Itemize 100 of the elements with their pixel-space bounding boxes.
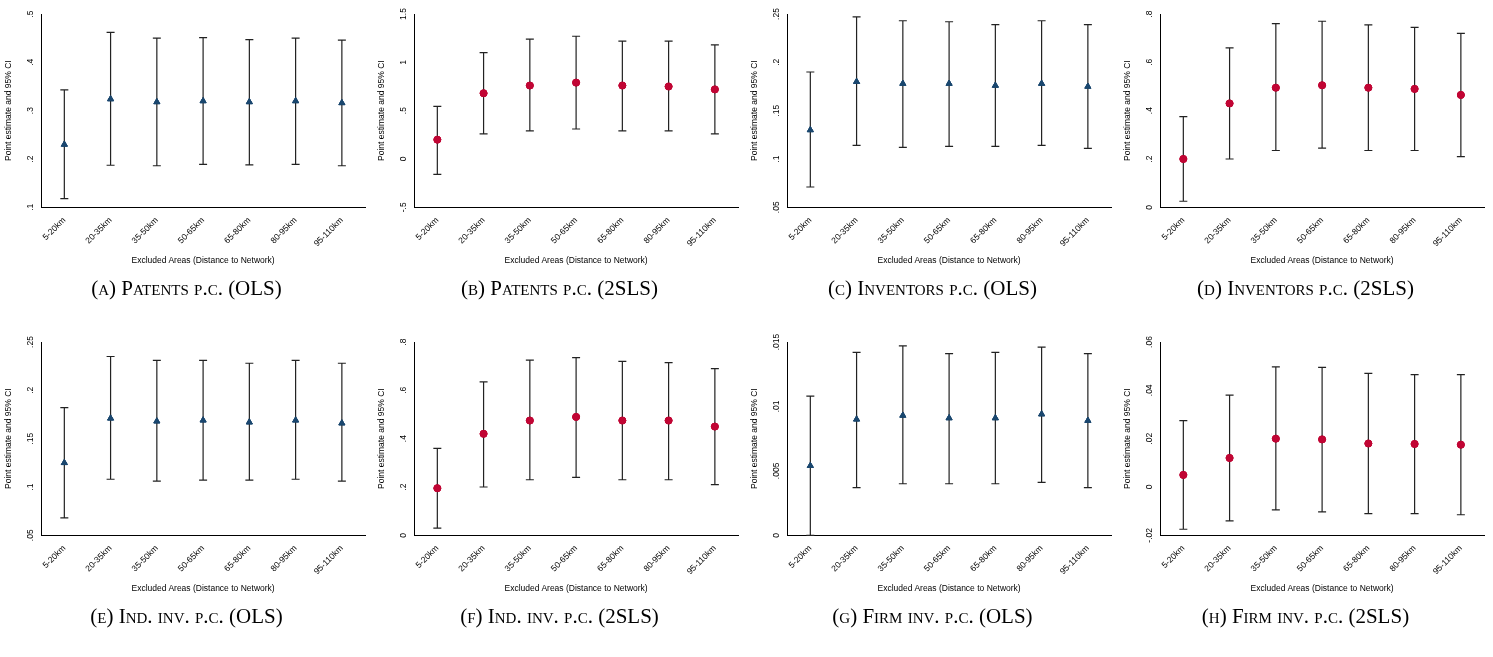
point [899,79,907,86]
point [1456,90,1465,99]
y-tick-label: .4 [397,434,408,443]
y-tick-label: .015 [770,333,781,351]
y-tick-label: .06 [1143,335,1154,348]
point [664,416,673,425]
y-tick-label: .05 [770,201,781,214]
y-tick-label: .6 [397,386,408,394]
y-tick-label: 0 [397,156,408,162]
y-tick-label: .2 [24,386,35,394]
y-tick-label: 0 [1143,204,1154,210]
y-tick-label: -.02 [1143,527,1154,543]
y-tick-label: 1.5 [397,7,408,20]
y-tick-label: .2 [1143,155,1154,163]
point [1410,84,1419,93]
point [1318,81,1327,90]
point [710,85,719,94]
point [525,416,534,425]
point [338,419,346,426]
point [1318,435,1327,444]
text: (a) Patents p.c. (OLS) [90,276,283,301]
y-tick-label: .5 [24,10,35,18]
point [245,418,253,425]
point [433,135,442,144]
y-tick-label: .04 [1143,384,1154,397]
point [1084,82,1092,89]
y-axis-title: Point estimate and 95% CI [376,388,387,489]
point [1225,99,1234,108]
point [1364,439,1373,448]
point [1364,83,1373,92]
point [618,416,627,425]
y-axis-title: Point estimate and 95% CI [3,388,14,489]
y-axis-title: Point estimate and 95% CI [376,60,387,161]
text: (f) Ind. inv. p.c. (2SLS) [459,604,660,629]
text: (h) Firm inv. p.c. (2SLS) [1200,604,1411,629]
y-tick-label: .15 [24,432,35,445]
point [199,96,207,104]
y-tick-label: .2 [24,155,35,163]
y-tick-label: .05 [24,529,35,542]
point [1410,439,1419,448]
y-tick-label: .25 [770,7,781,20]
point [899,411,907,418]
point [107,414,115,421]
y-tick-label: .4 [1143,106,1154,115]
point [710,422,719,431]
point [572,412,581,421]
y-axis-title: Point estimate and 95% CI [1122,60,1133,161]
point [945,414,953,421]
y-axis-title: Point estimate and 95% CI [3,60,14,161]
y-tick-label: .3 [24,106,35,115]
text: (e) Ind. inv. p.c. (OLS) [89,604,284,629]
x-axis-title: Excluded Areas (Distance to Network) [1250,255,1394,266]
point [338,98,346,106]
text: (b) Patents p.c. (2SLS) [460,276,659,301]
point [292,96,300,104]
point [107,95,115,102]
text: (g) Firm inv. p.c. (OLS) [831,604,1034,629]
y-axis-title: Point estimate and 95% CI [1122,388,1133,489]
y-tick-label: .2 [397,483,408,491]
point [806,125,814,133]
point [479,89,488,98]
point [618,81,627,90]
y-tick-label: .6 [1143,58,1154,66]
point [991,81,999,88]
y-tick-label: .01 [770,400,781,413]
point [806,461,814,468]
text: (c) Inventors p.c. (OLS) [827,276,1038,301]
point [1271,83,1280,92]
point [1038,410,1046,417]
point [853,77,861,84]
y-tick-label: -.5 [397,202,408,213]
point [60,458,68,466]
y-tick-label: 1 [397,59,408,65]
y-tick-label: .1 [24,483,35,491]
point [1038,79,1046,86]
point [153,97,161,105]
point [292,416,300,423]
x-axis-title: Excluded Areas (Distance to Network) [131,583,275,594]
point [1271,434,1280,443]
y-tick-label: .4 [24,58,35,66]
point [853,415,861,422]
y-tick-label: 0 [1143,484,1154,490]
text: (d) Inventors p.c. (2SLS) [1196,276,1415,301]
y-tick-label: .1 [770,155,781,163]
y-axis-title: Point estimate and 95% CI [749,388,760,489]
point [60,140,68,147]
point [1084,416,1092,423]
y-tick-label: .005 [770,462,781,480]
point [245,97,253,105]
y-tick-label: .15 [770,104,781,117]
point [479,429,488,438]
x-axis-title: Excluded Areas (Distance to Network) [877,583,1021,594]
y-tick-label: .1 [24,203,35,211]
point [945,79,953,86]
y-tick-label: .8 [397,338,408,346]
point [572,78,581,87]
x-axis-title: Excluded Areas (Distance to Network) [877,255,1021,266]
point [1225,453,1234,462]
x-axis-title: Excluded Areas (Distance to Network) [504,255,648,266]
y-tick-label: .25 [24,335,35,348]
